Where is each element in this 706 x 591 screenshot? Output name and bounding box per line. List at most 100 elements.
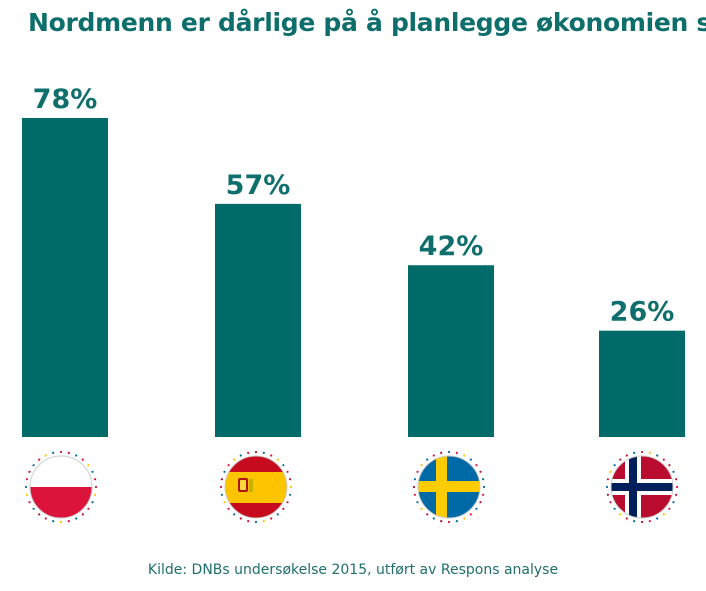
flag-ring-dot	[262, 520, 265, 523]
flag-ring-dot	[254, 520, 258, 524]
poland-flag-icon	[24, 450, 98, 524]
flag-ring-dot	[28, 470, 31, 473]
flag-ring-dot	[416, 470, 419, 473]
flag-ring-dot	[605, 485, 609, 489]
flag-ring-dot	[220, 478, 223, 481]
flag-ring-dot	[223, 470, 226, 473]
flag-ring-dot	[609, 501, 612, 504]
bar-spain	[215, 203, 301, 437]
flag-ring-dot	[613, 464, 616, 467]
flag-ring-dot	[455, 520, 458, 523]
flag-ring-dot	[640, 520, 644, 524]
flag-ring-dot	[44, 454, 47, 457]
flag-ring-dot	[67, 451, 70, 454]
flag-ring-dot	[239, 517, 242, 520]
flag-ring-dot	[38, 513, 41, 516]
flag-ring-dot	[38, 458, 41, 461]
flag-ring-dot	[52, 520, 55, 523]
flag-ring-dot	[276, 513, 279, 516]
flag-ring-dot	[282, 507, 285, 510]
flag-ring-dot	[606, 478, 610, 481]
bar-value-label: 78%	[33, 84, 98, 115]
flag-ring-dot	[227, 464, 230, 467]
flag-ring-dot	[233, 458, 236, 461]
flag-ring-dot	[463, 454, 466, 457]
flag-ring-dot	[447, 450, 451, 454]
flag-ring-dot	[675, 478, 678, 481]
flag-ring-dot	[254, 450, 258, 454]
bar-value-label: 42%	[419, 231, 484, 262]
flag-ring-dot	[227, 507, 230, 510]
bar-poland	[22, 118, 108, 437]
flag-ring-dot	[463, 517, 466, 520]
flag-ring-dot	[469, 458, 472, 461]
flag-ring-dot	[675, 485, 679, 489]
bar-value-label: 26%	[610, 297, 675, 328]
flag-ring-dot	[662, 458, 665, 461]
flag-ring-dot	[648, 520, 651, 523]
flag-ring-dot	[87, 464, 90, 467]
flag-ring-dot	[75, 517, 78, 520]
flag-ring-dot	[289, 478, 292, 481]
bar-norway	[599, 330, 685, 437]
flag-ring-dot	[613, 507, 616, 510]
flag-ring-dot	[87, 507, 90, 510]
flag-ring-dot	[455, 451, 458, 454]
flag-ring-dot	[656, 454, 659, 457]
norway-flag-icon	[605, 450, 679, 524]
flag-ring-dot	[412, 485, 416, 489]
flag-ring-dot	[25, 478, 28, 481]
flag-ring-dot	[440, 451, 443, 454]
flag-ring-dot	[668, 507, 671, 510]
flag-ring-dot	[52, 451, 55, 454]
flag-ring-dot	[59, 520, 63, 524]
flag-ring-dot	[420, 464, 423, 467]
flag-ring-dot	[44, 517, 47, 520]
bar-sweden	[408, 265, 494, 437]
flag-ring-dot	[91, 470, 94, 473]
flag-ring-dot	[469, 513, 472, 516]
flag-ring-dot	[432, 517, 435, 520]
flag-ring-dot	[247, 451, 250, 454]
flag-ring-dot	[94, 485, 98, 489]
flag-ring-dot	[672, 501, 675, 504]
flag-ring-dot	[233, 513, 236, 516]
flag-ring-dot	[91, 501, 94, 504]
flag-ring-dot	[606, 493, 610, 496]
flag-ring-dot	[656, 517, 659, 520]
bar-value-label: 57%	[226, 170, 291, 201]
flag-ring-dot	[286, 470, 289, 473]
flag-ring-dot	[609, 470, 612, 473]
flag-ring-dot	[25, 493, 28, 496]
flag-ring-dot	[675, 493, 678, 496]
flag-ring-dot	[94, 478, 97, 481]
flag-ring-dot	[668, 464, 671, 467]
flag-ring-dot	[28, 501, 31, 504]
flag-ring-dot	[633, 520, 636, 523]
flag-ring-dot	[482, 485, 486, 489]
sweden-flag-icon	[412, 450, 486, 524]
flag-ring-dot	[447, 520, 451, 524]
flag-ring-dot	[432, 454, 435, 457]
flag-ring-dot	[479, 501, 482, 504]
flag-ring-dot	[475, 507, 478, 510]
flag-ring-dot	[413, 478, 416, 481]
flag-ring-dot	[289, 493, 292, 496]
bars-layer	[22, 118, 685, 437]
flag-ring-dot	[262, 451, 265, 454]
x-axis-flags	[24, 450, 679, 524]
flag-ring-dot	[289, 485, 293, 489]
flag-ring-dot	[75, 454, 78, 457]
flag-ring-dot	[619, 458, 622, 461]
flag-ring-dot	[276, 458, 279, 461]
flag-ring-dot	[24, 485, 28, 489]
flag-ring-dot	[420, 507, 423, 510]
flag-ring-dot	[282, 464, 285, 467]
flag-ring-dot	[625, 454, 628, 457]
flag-ring-dot	[81, 513, 84, 516]
flag-ring-dot	[648, 451, 651, 454]
flag-ring-dot	[482, 493, 485, 496]
flag-ring-dot	[59, 450, 63, 454]
bar-labels-layer: 78% 57% 42% 26%	[33, 84, 675, 328]
